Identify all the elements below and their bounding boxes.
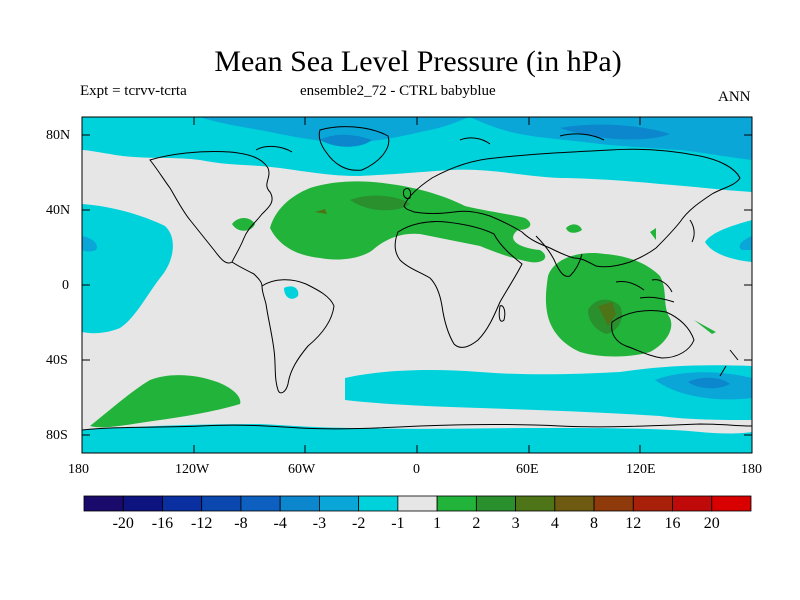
colorbar-label: 2 [472,515,480,532]
colorbar-swatch [711,495,752,512]
positive-anomaly-fields [90,181,716,428]
coastline-india [535,235,583,277]
colorbar-label: -20 [113,515,134,532]
coastline-australia [611,309,695,359]
lat-label-40n: 40N [46,203,71,218]
lat-label-40s: 40S [46,353,68,368]
south-pacific-high [90,375,241,428]
north-pacific-low [82,204,173,334]
colorbar-swatch [201,495,242,512]
coastline-maritime-continent [615,279,675,303]
colorbar-swatch [515,495,556,512]
coastline-madagascar [498,305,506,322]
coastline-south-america [261,279,335,394]
colorbar-swatch [162,495,203,512]
colorbar-label: -1 [391,515,404,532]
ensemble-label: ensemble2_72 - CTRL babyblue [300,83,496,99]
lat-label-80n: 80N [46,128,71,143]
east-asia-small-high [650,228,656,240]
colorbar-label: 1 [433,515,441,532]
colorbar-swatch [593,495,634,512]
colorbar-swatch [122,495,163,512]
map-ticks [82,117,752,453]
colorbar-swatch [279,495,320,512]
colorbar-swatch [358,495,399,512]
coastline-new-zealand [719,349,739,377]
colorbar-swatch [554,495,595,512]
coastline-eurasia [403,148,741,268]
coastlines [82,126,752,431]
lon-label-120w: 120W [175,462,210,477]
azores-high-deep-core [315,209,327,214]
period-label: ANN [718,89,751,105]
coastline-uk [403,187,411,199]
coastline-arctic-islands [255,133,605,153]
coastline-africa [394,221,523,348]
arctic-deep-core-2 [560,124,670,140]
colorbar-label: 3 [512,515,520,532]
colorbar-label: -16 [152,515,173,532]
colorbar-label: -8 [234,515,247,532]
australia-east-high [694,320,716,334]
colorbar-swatch [240,495,281,512]
lon-label-180e: 180 [741,462,762,477]
colorbar: -20 -16 -12 -8 -4 -3 -2 -1 1 2 3 4 8 12 16 20 [83,495,752,532]
colorbar-label: -2 [352,515,365,532]
indo-pacific-deep-core [598,302,616,326]
antarctic-low-band [82,424,752,453]
central-asia-small-high [566,224,582,233]
colorbar-swatch [436,495,477,512]
colorbar-swatch [397,495,438,512]
coastline-antarctica [82,423,752,431]
south-america-low [284,286,299,299]
coastline-greenland [318,126,390,171]
colorbar-label: 12 [625,515,641,532]
colorbar-label: -12 [191,515,212,532]
southern-ocean-deep-core [688,377,730,389]
southern-ocean-low-band [345,365,752,420]
lon-label-60w: 60W [288,462,316,477]
map-title: Mean Sea Level Pressure (in hPa) [214,45,622,78]
north-america-small-high [232,218,255,231]
colorbar-label: 4 [551,515,559,532]
colorbar-swatch [475,495,516,512]
coastline-central-america [231,261,263,287]
lon-label-0: 0 [413,462,420,477]
pacific-core-west [82,236,98,252]
colorbar-label: -4 [274,515,287,532]
lat-label-0: 0 [62,278,69,293]
colorbar-swatch [319,495,360,512]
colorbar-label: -3 [313,515,326,532]
experiment-label: Expt = tcrvv-tcrta [80,83,187,99]
pacific-core-east [739,236,752,250]
north-pacific-low-east [705,220,752,262]
colorbar-swatch [83,495,124,512]
colorbar-swatch [672,495,713,512]
lon-label-60e: 60E [516,462,539,477]
colorbar-label: 20 [704,515,720,532]
north-atlantic-high [270,181,546,263]
colorbar-label: 8 [590,515,598,532]
negative-anomaly-fields [82,117,752,453]
colorbar-label: 16 [665,515,681,532]
lat-label-80s: 80S [46,428,68,443]
coastline-japan [689,219,695,243]
arctic-deep-core-1 [320,134,372,147]
colorbar-swatch [632,495,673,512]
arctic-core-north-america [200,117,470,143]
lon-label-120e: 120E [626,462,656,477]
coastline-north-america [149,150,273,264]
azores-high-core [350,195,410,211]
lon-label-180w: 180 [68,462,89,477]
map-plot-area [82,117,752,453]
